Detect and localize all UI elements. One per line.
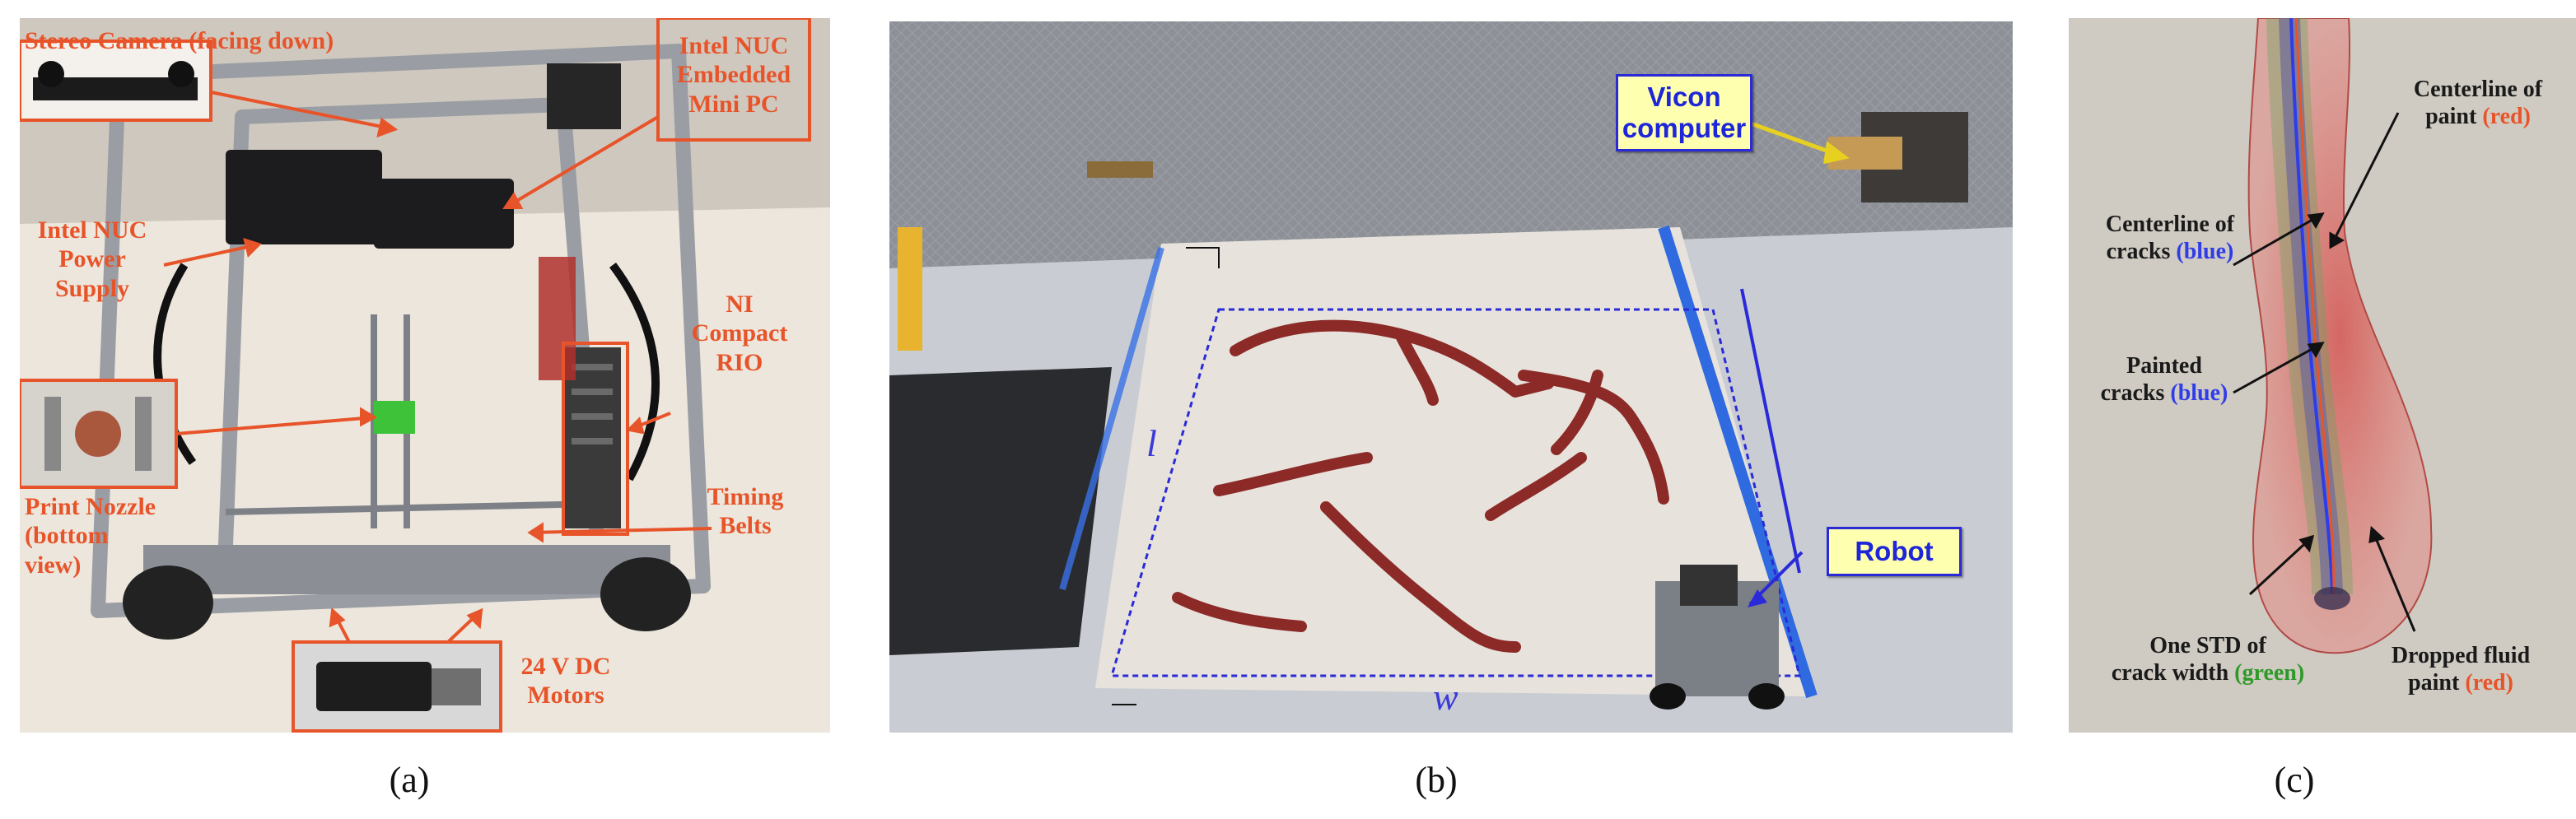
label-line: Painted bbox=[2126, 353, 2202, 379]
label-ni-compact-rio: NI Compact RIO bbox=[674, 290, 805, 377]
label-painted-cracks: Painted cracks (blue) bbox=[2082, 352, 2247, 407]
label-dropped-fluid-paint: Dropped fluid paint (red) bbox=[2362, 642, 2560, 696]
crack-closeup-illustration bbox=[2069, 18, 2576, 733]
label-word: cracks bbox=[2106, 239, 2171, 265]
caption-c: (c) bbox=[2274, 760, 2315, 800]
label-line: Dropped fluid bbox=[2391, 643, 2531, 668]
label-color-word: (red) bbox=[2482, 104, 2531, 130]
panel-b-testbed-photo bbox=[889, 21, 2013, 733]
label-line: Embedded bbox=[676, 61, 791, 89]
testbed-photo-illustration bbox=[889, 21, 2013, 733]
label-color-word: (blue) bbox=[2170, 380, 2228, 407]
callout-line: Vicon bbox=[1647, 81, 1721, 112]
label-line: Motors bbox=[527, 682, 604, 710]
label-line: Mini PC bbox=[688, 90, 779, 118]
label-centerline-paint: Centerline of paint (red) bbox=[2383, 76, 2573, 130]
label-line: Belts bbox=[719, 512, 772, 540]
callout-vicon-computer: Vicon computer bbox=[1616, 74, 1752, 151]
label-line: Timing bbox=[707, 483, 784, 510]
callout-robot: Robot bbox=[1827, 527, 1962, 576]
label-line: Supply bbox=[54, 274, 130, 302]
label-line: Intel NUC bbox=[679, 32, 789, 59]
label-line: Compact bbox=[691, 319, 788, 347]
label-color-word: (blue) bbox=[2176, 239, 2234, 265]
label-word: paint bbox=[2408, 670, 2460, 696]
label-one-std-crack-width: One STD of crack width (green) bbox=[2072, 632, 2344, 686]
label-print-nozzle: Print Nozzle (bottom view) bbox=[25, 492, 156, 579]
label-line: paint (red) bbox=[2383, 103, 2573, 130]
label-line: RIO bbox=[716, 348, 763, 376]
label-dc-motors: 24 V DC Motors bbox=[504, 652, 628, 710]
label-length-l: l bbox=[1146, 422, 1157, 464]
label-word: crack width bbox=[2111, 660, 2229, 686]
label-line: Power bbox=[58, 245, 126, 273]
caption-b: (b) bbox=[1415, 760, 1458, 800]
label-line: cracks (blue) bbox=[2082, 379, 2247, 407]
label-line: crack width (green) bbox=[2072, 659, 2344, 686]
robot-photo-illustration bbox=[20, 18, 830, 733]
label-color-word: (green) bbox=[2234, 660, 2305, 686]
label-line: view) bbox=[25, 551, 82, 579]
label-line: NI bbox=[726, 291, 754, 318]
label-centerline-cracks: Centerline of cracks (blue) bbox=[2075, 211, 2265, 265]
caption-a: (a) bbox=[389, 760, 430, 800]
label-color-word: (red) bbox=[2465, 670, 2513, 696]
label-stereo-camera: Stereo Camera (facing down) bbox=[25, 27, 334, 54]
label-intel-nuc-power-supply: Intel NUC Power Supply bbox=[18, 216, 166, 303]
label-intel-nuc-mini-pc: Intel NUC Embedded Mini PC bbox=[660, 31, 807, 119]
callout-line: computer bbox=[1622, 112, 1747, 143]
label-width-w: w bbox=[1433, 676, 1458, 718]
label-line: One STD of bbox=[2149, 633, 2266, 658]
label-line: Centerline of bbox=[2413, 77, 2543, 102]
label-line: Print Nozzle bbox=[25, 493, 156, 520]
label-timing-belts: Timing Belts bbox=[684, 482, 807, 541]
label-line: Intel NUC bbox=[37, 216, 147, 244]
panel-c-crack-closeup bbox=[2069, 18, 2576, 733]
label-line: Centerline of bbox=[2105, 212, 2235, 237]
label-line: (bottom bbox=[25, 522, 109, 550]
label-line: cracks (blue) bbox=[2075, 238, 2265, 265]
panel-a-robot-photo bbox=[20, 18, 830, 733]
label-line: paint (red) bbox=[2362, 669, 2560, 696]
label-word: paint bbox=[2425, 104, 2477, 130]
label-line: 24 V DC bbox=[520, 653, 611, 680]
label-word: cracks bbox=[2100, 380, 2165, 407]
